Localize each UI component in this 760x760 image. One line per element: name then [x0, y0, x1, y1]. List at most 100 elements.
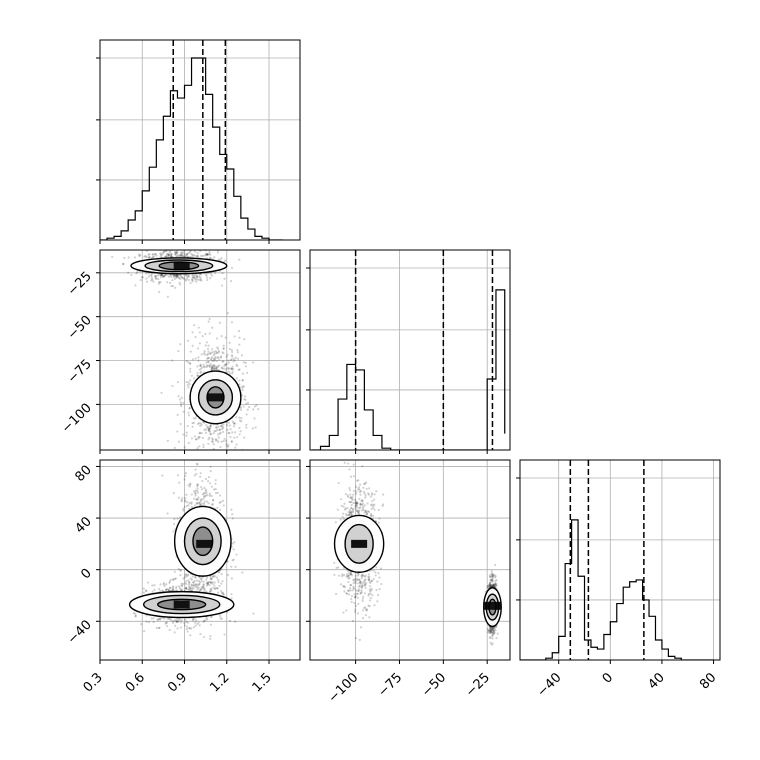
sample-point: [188, 362, 192, 365]
sample-point: [348, 500, 351, 504]
sample-point: [225, 442, 228, 446]
sample-point: [214, 367, 218, 370]
sample-point: [182, 277, 185, 280]
sample-point: [233, 359, 237, 362]
sample-point: [165, 621, 168, 624]
sample-point: [492, 626, 495, 630]
sample-point: [363, 482, 366, 486]
sample-point: [187, 414, 191, 417]
sample-point: [199, 475, 202, 478]
sample-point: [349, 573, 352, 576]
sample-point: [181, 584, 184, 587]
sample-point: [197, 435, 200, 439]
sample-point: [200, 580, 203, 583]
sample-point: [190, 252, 193, 256]
sample-point: [203, 619, 206, 623]
sample-point: [209, 253, 212, 256]
sample-point: [145, 277, 148, 280]
sample-point: [197, 502, 200, 505]
sample-point: [230, 321, 234, 324]
sample-point: [201, 493, 205, 496]
sample-point: [255, 404, 258, 407]
sample-point: [212, 498, 215, 502]
sample-point: [157, 282, 161, 285]
sample-point: [233, 436, 236, 439]
sample-point: [201, 456, 203, 458]
sample-point: [347, 589, 350, 593]
sample-point: [379, 567, 383, 570]
sample-point: [111, 255, 114, 258]
sample-point: [161, 275, 164, 278]
sample-point: [188, 406, 191, 410]
sample-point: [200, 498, 204, 501]
sample-point: [354, 579, 358, 582]
sample-point: [192, 451, 194, 453]
sample-point: [198, 422, 201, 425]
sample-point: [205, 253, 209, 256]
sample-point: [169, 255, 173, 258]
sample-point: [188, 383, 191, 386]
sample-point: [179, 626, 183, 629]
sample-point: [212, 368, 216, 371]
sample-point: [189, 586, 192, 589]
sample-point: [350, 574, 354, 577]
sample-point: [234, 446, 237, 449]
sample-point: [363, 579, 366, 582]
sample-point: [140, 623, 143, 626]
sample-point: [240, 417, 243, 420]
sample-point: [159, 252, 162, 255]
sample-point: [197, 583, 200, 586]
sample-point: [144, 254, 147, 258]
x-tick-label: 1.5: [250, 670, 275, 695]
sample-point: [202, 365, 206, 368]
sample-point: [210, 366, 214, 370]
sample-point: [346, 506, 349, 510]
sample-point: [194, 357, 197, 360]
sample-point: [206, 494, 209, 497]
density-peak: [173, 600, 190, 609]
sample-point: [357, 573, 360, 576]
sample-point: [206, 582, 209, 586]
sample-point: [369, 596, 372, 600]
sample-point: [377, 508, 380, 512]
sample-point: [212, 586, 215, 589]
sample-point: [169, 274, 172, 277]
scatter-p1-p2: −100 −75 −50 −25: [306, 459, 511, 706]
sample-point: [211, 582, 214, 585]
sample-point: [199, 364, 202, 367]
sample-point: [204, 494, 207, 497]
sample-point: [222, 347, 225, 350]
sample-point: [492, 583, 495, 586]
sample-point: [244, 361, 247, 364]
sample-point: [194, 494, 197, 497]
sample-point: [187, 339, 190, 342]
sample-point: [362, 581, 365, 584]
sample-point: [215, 337, 219, 340]
sample-point: [488, 581, 492, 585]
sample-point: [494, 582, 497, 585]
sample-point: [209, 425, 212, 428]
sample-point: [212, 432, 215, 435]
sample-point: [218, 571, 221, 574]
sample-point: [347, 572, 351, 575]
sample-point: [123, 256, 126, 260]
sample-point: [184, 581, 187, 585]
sample-point: [235, 416, 238, 419]
sample-point: [170, 255, 173, 258]
sample-point: [198, 581, 202, 584]
sample-point: [194, 417, 197, 420]
sample-point: [204, 344, 207, 347]
sample-point: [202, 446, 205, 449]
sample-point: [190, 583, 193, 586]
sample-point: [196, 481, 198, 483]
sample-point: [224, 368, 228, 371]
sample-point: [352, 579, 355, 582]
sample-point: [337, 574, 341, 577]
sample-point: [221, 580, 224, 583]
sample-point: [225, 363, 228, 366]
sample-point: [195, 275, 199, 278]
sample-point: [214, 482, 217, 485]
sample-point: [234, 620, 237, 623]
sample-point: [228, 432, 231, 435]
